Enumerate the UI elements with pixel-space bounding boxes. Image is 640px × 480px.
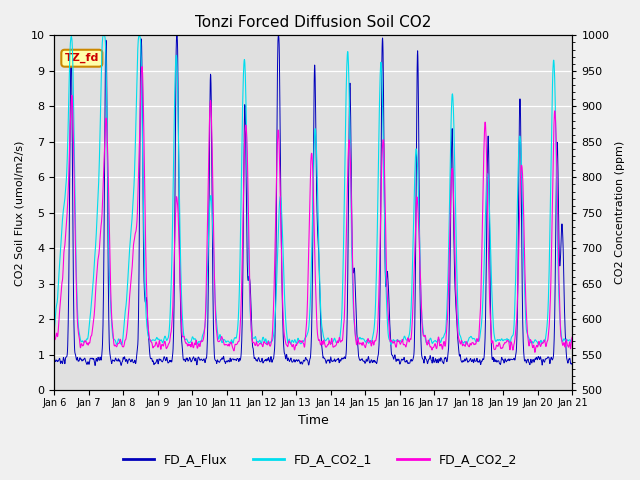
X-axis label: Time: Time xyxy=(298,414,329,427)
Y-axis label: CO2 Soil Flux (umol/m2/s): CO2 Soil Flux (umol/m2/s) xyxy=(15,140,25,286)
Title: Tonzi Forced Diffusion Soil CO2: Tonzi Forced Diffusion Soil CO2 xyxy=(195,15,431,30)
Y-axis label: CO2 Concentration (ppm): CO2 Concentration (ppm) xyxy=(615,141,625,285)
Legend: FD_A_Flux, FD_A_CO2_1, FD_A_CO2_2: FD_A_Flux, FD_A_CO2_1, FD_A_CO2_2 xyxy=(118,448,522,471)
Text: TZ_fd: TZ_fd xyxy=(65,53,99,63)
